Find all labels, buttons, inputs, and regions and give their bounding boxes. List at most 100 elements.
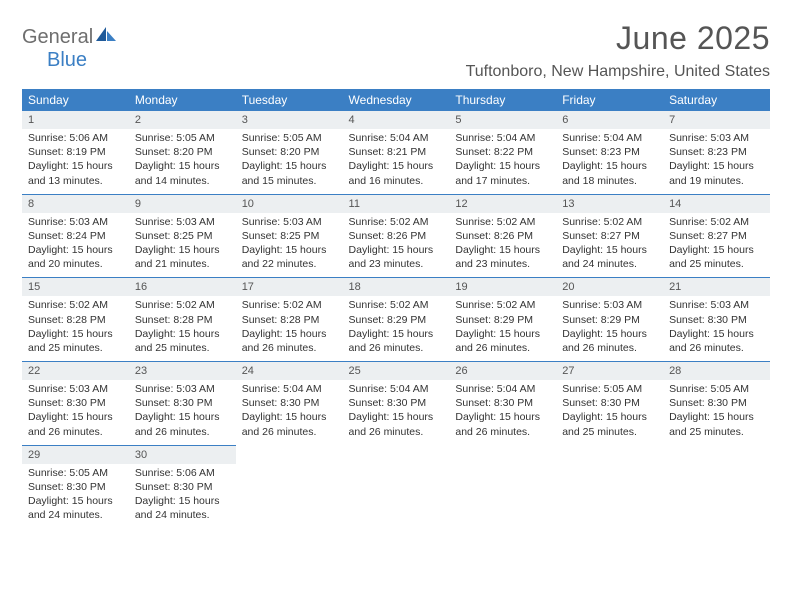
sunrise-line: Sunrise: 5:02 AM (562, 216, 642, 228)
daylight-line: Daylight: 15 hours and 24 minutes. (28, 495, 113, 521)
day-number-cell: 3 (236, 111, 343, 129)
day-content-cell: Sunrise: 5:02 AMSunset: 8:29 PMDaylight:… (449, 296, 556, 361)
day-number-cell: 11 (343, 194, 450, 213)
sunset-line: Sunset: 8:30 PM (349, 397, 427, 409)
daylight-line: Daylight: 15 hours and 25 minutes. (669, 244, 754, 270)
sunrise-line: Sunrise: 5:02 AM (135, 299, 215, 311)
day-number-cell: 24 (236, 362, 343, 381)
day-number-cell: 26 (449, 362, 556, 381)
daylight-line: Daylight: 15 hours and 15 minutes. (242, 160, 327, 186)
month-title: June 2025 (466, 20, 770, 57)
sunrise-line: Sunrise: 5:04 AM (242, 383, 322, 395)
sunrise-line: Sunrise: 5:02 AM (669, 216, 749, 228)
day-content-cell: Sunrise: 5:05 AMSunset: 8:20 PMDaylight:… (129, 129, 236, 194)
sunrise-line: Sunrise: 5:04 AM (455, 383, 535, 395)
day-content-cell: Sunrise: 5:03 AMSunset: 8:24 PMDaylight:… (22, 213, 129, 278)
sunrise-line: Sunrise: 5:03 AM (28, 383, 108, 395)
daylight-line: Daylight: 15 hours and 20 minutes. (28, 244, 113, 270)
daylight-line: Daylight: 15 hours and 23 minutes. (349, 244, 434, 270)
sunrise-line: Sunrise: 5:06 AM (28, 132, 108, 144)
logo-part2: Blue (21, 49, 87, 71)
daylight-line: Daylight: 15 hours and 17 minutes. (455, 160, 540, 186)
day-header: Sunday (22, 89, 129, 111)
day-content-cell: Sunrise: 5:03 AM Sunset: 8:30 PM Daylight:… (22, 380, 129, 445)
day-content-cell: Sunrise: 5:05 AMSunset: 8:30 PMDaylight:… (22, 464, 129, 529)
daynum-row: 1234567 (22, 111, 770, 129)
sunrise-line: Sunrise: 5:03 AM (562, 299, 642, 311)
day-content-cell: Sunrise: 5:04 AMSunset: 8:23 PMDaylight:… (556, 129, 663, 194)
sunset-line: Sunset: 8:29 PM (455, 314, 533, 326)
day-number-cell: 4 (343, 111, 450, 129)
day-content-cell: Sunrise: 5:06 AMSunset: 8:19 PMDaylight:… (22, 129, 129, 194)
sunset-line: Sunset: 8:30 PM (455, 397, 533, 409)
sunrise-line: Sunrise: 5:06 AM (135, 467, 215, 479)
sunrise-line: Sunrise: 5:02 AM (349, 216, 429, 228)
day-header: Friday (556, 89, 663, 111)
sunset-line: Sunset: 8:30 PM (242, 397, 320, 409)
sunset-line: Sunset: 8:30 PM (28, 397, 106, 409)
day-number-cell: 25 (343, 362, 450, 381)
day-content-cell: Sunrise: 5:06 AM Sunset: 8:30 PM Daylight:… (129, 464, 236, 529)
logo-part1: General (22, 26, 93, 48)
daylight-line: Daylight: 15 hours and 24 minutes. (562, 244, 647, 270)
sunset-line: Sunset: 8:29 PM (562, 314, 640, 326)
day-header: Saturday (663, 89, 770, 111)
day-header-row: SundayMondayTuesdayWednesdayThursdayFrid… (22, 89, 770, 111)
sunset-line: Sunset: 8:26 PM (349, 230, 427, 242)
logo: General Blue (22, 26, 118, 72)
title-block: June 2025 Tuftonboro, New Hampshire, Uni… (466, 20, 770, 81)
sunrise-line: Sunrise: 5:05 AM (562, 383, 642, 395)
daylight-line: Daylight: 15 hours and 24 minutes. (135, 495, 220, 521)
sunrise-line: Sunrise: 5:03 AM (135, 216, 215, 228)
daylight-line: Daylight: 15 hours and 26 minutes. (28, 411, 113, 437)
sunset-line: Sunset: 8:29 PM (349, 314, 427, 326)
day-number-cell: 8 (22, 194, 129, 213)
day-content-cell: Sunrise: 5:04 AMSunset: 8:21 PMDaylight:… (343, 129, 450, 194)
day-content-cell: Sunrise: 5:02 AMSunset: 8:28 PMDaylight:… (129, 296, 236, 361)
sunset-line: Sunset: 8:28 PM (28, 314, 106, 326)
content-row: Sunrise: 5:03 AM Sunset: 8:24 PM Daylight:… (22, 213, 770, 278)
day-number-cell: 19 (449, 278, 556, 297)
day-number-cell: 5 (449, 111, 556, 129)
daylight-line: Daylight: 15 hours and 26 minutes. (455, 328, 540, 354)
day-content-cell (663, 464, 770, 529)
day-content-cell: Sunrise: 5:03 AMSunset: 8:30 PMDaylight:… (129, 380, 236, 445)
header: General Blue June 2025 Tuftonboro, New H… (22, 20, 770, 81)
day-number-cell (663, 445, 770, 464)
sunset-line: Sunset: 8:24 PM (28, 230, 106, 242)
day-content-cell (556, 464, 663, 529)
sunset-line: Sunset: 8:30 PM (135, 481, 213, 493)
daylight-line: Daylight: 15 hours and 26 minutes. (242, 411, 327, 437)
day-number-cell: 17 (236, 278, 343, 297)
day-content-cell: Sunrise: 5:03 AMSunset: 8:23 PMDaylight:… (663, 129, 770, 194)
daylight-line: Daylight: 15 hours and 23 minutes. (455, 244, 540, 270)
day-number-cell: 27 (556, 362, 663, 381)
daylight-line: Daylight: 15 hours and 25 minutes. (28, 328, 113, 354)
content-row: Sunrise: 5:02 AM Sunset: 8:28 PM Daylight:… (22, 296, 770, 361)
content-row: Sunrise: 5:06 AMSunset: 8:19 PMDaylight:… (22, 129, 770, 194)
sunset-line: Sunset: 8:20 PM (135, 146, 213, 158)
logo-sail-icon (96, 27, 118, 43)
sunset-line: Sunset: 8:23 PM (669, 146, 747, 158)
logo-text: General Blue (22, 26, 118, 72)
day-number-cell (449, 445, 556, 464)
sunset-line: Sunset: 8:27 PM (669, 230, 747, 242)
day-content-cell: Sunrise: 5:05 AMSunset: 8:20 PMDaylight:… (236, 129, 343, 194)
sunrise-line: Sunrise: 5:04 AM (455, 132, 535, 144)
sunset-line: Sunset: 8:28 PM (242, 314, 320, 326)
day-content-cell (343, 464, 450, 529)
sunrise-line: Sunrise: 5:02 AM (349, 299, 429, 311)
daylight-line: Daylight: 15 hours and 26 minutes. (349, 411, 434, 437)
daylight-line: Daylight: 15 hours and 25 minutes. (135, 328, 220, 354)
day-number-cell: 12 (449, 194, 556, 213)
day-content-cell: Sunrise: 5:02 AMSunset: 8:26 PMDaylight:… (449, 213, 556, 278)
day-number-cell (236, 445, 343, 464)
day-number-cell (556, 445, 663, 464)
daylight-line: Daylight: 15 hours and 18 minutes. (562, 160, 647, 186)
day-content-cell: Sunrise: 5:02 AM Sunset: 8:26 PM Daylight:… (343, 213, 450, 278)
daylight-line: Daylight: 15 hours and 21 minutes. (135, 244, 220, 270)
day-number-cell: 30 (129, 445, 236, 464)
day-number-cell: 22 (22, 362, 129, 381)
day-header: Tuesday (236, 89, 343, 111)
sunrise-line: Sunrise: 5:03 AM (135, 383, 215, 395)
